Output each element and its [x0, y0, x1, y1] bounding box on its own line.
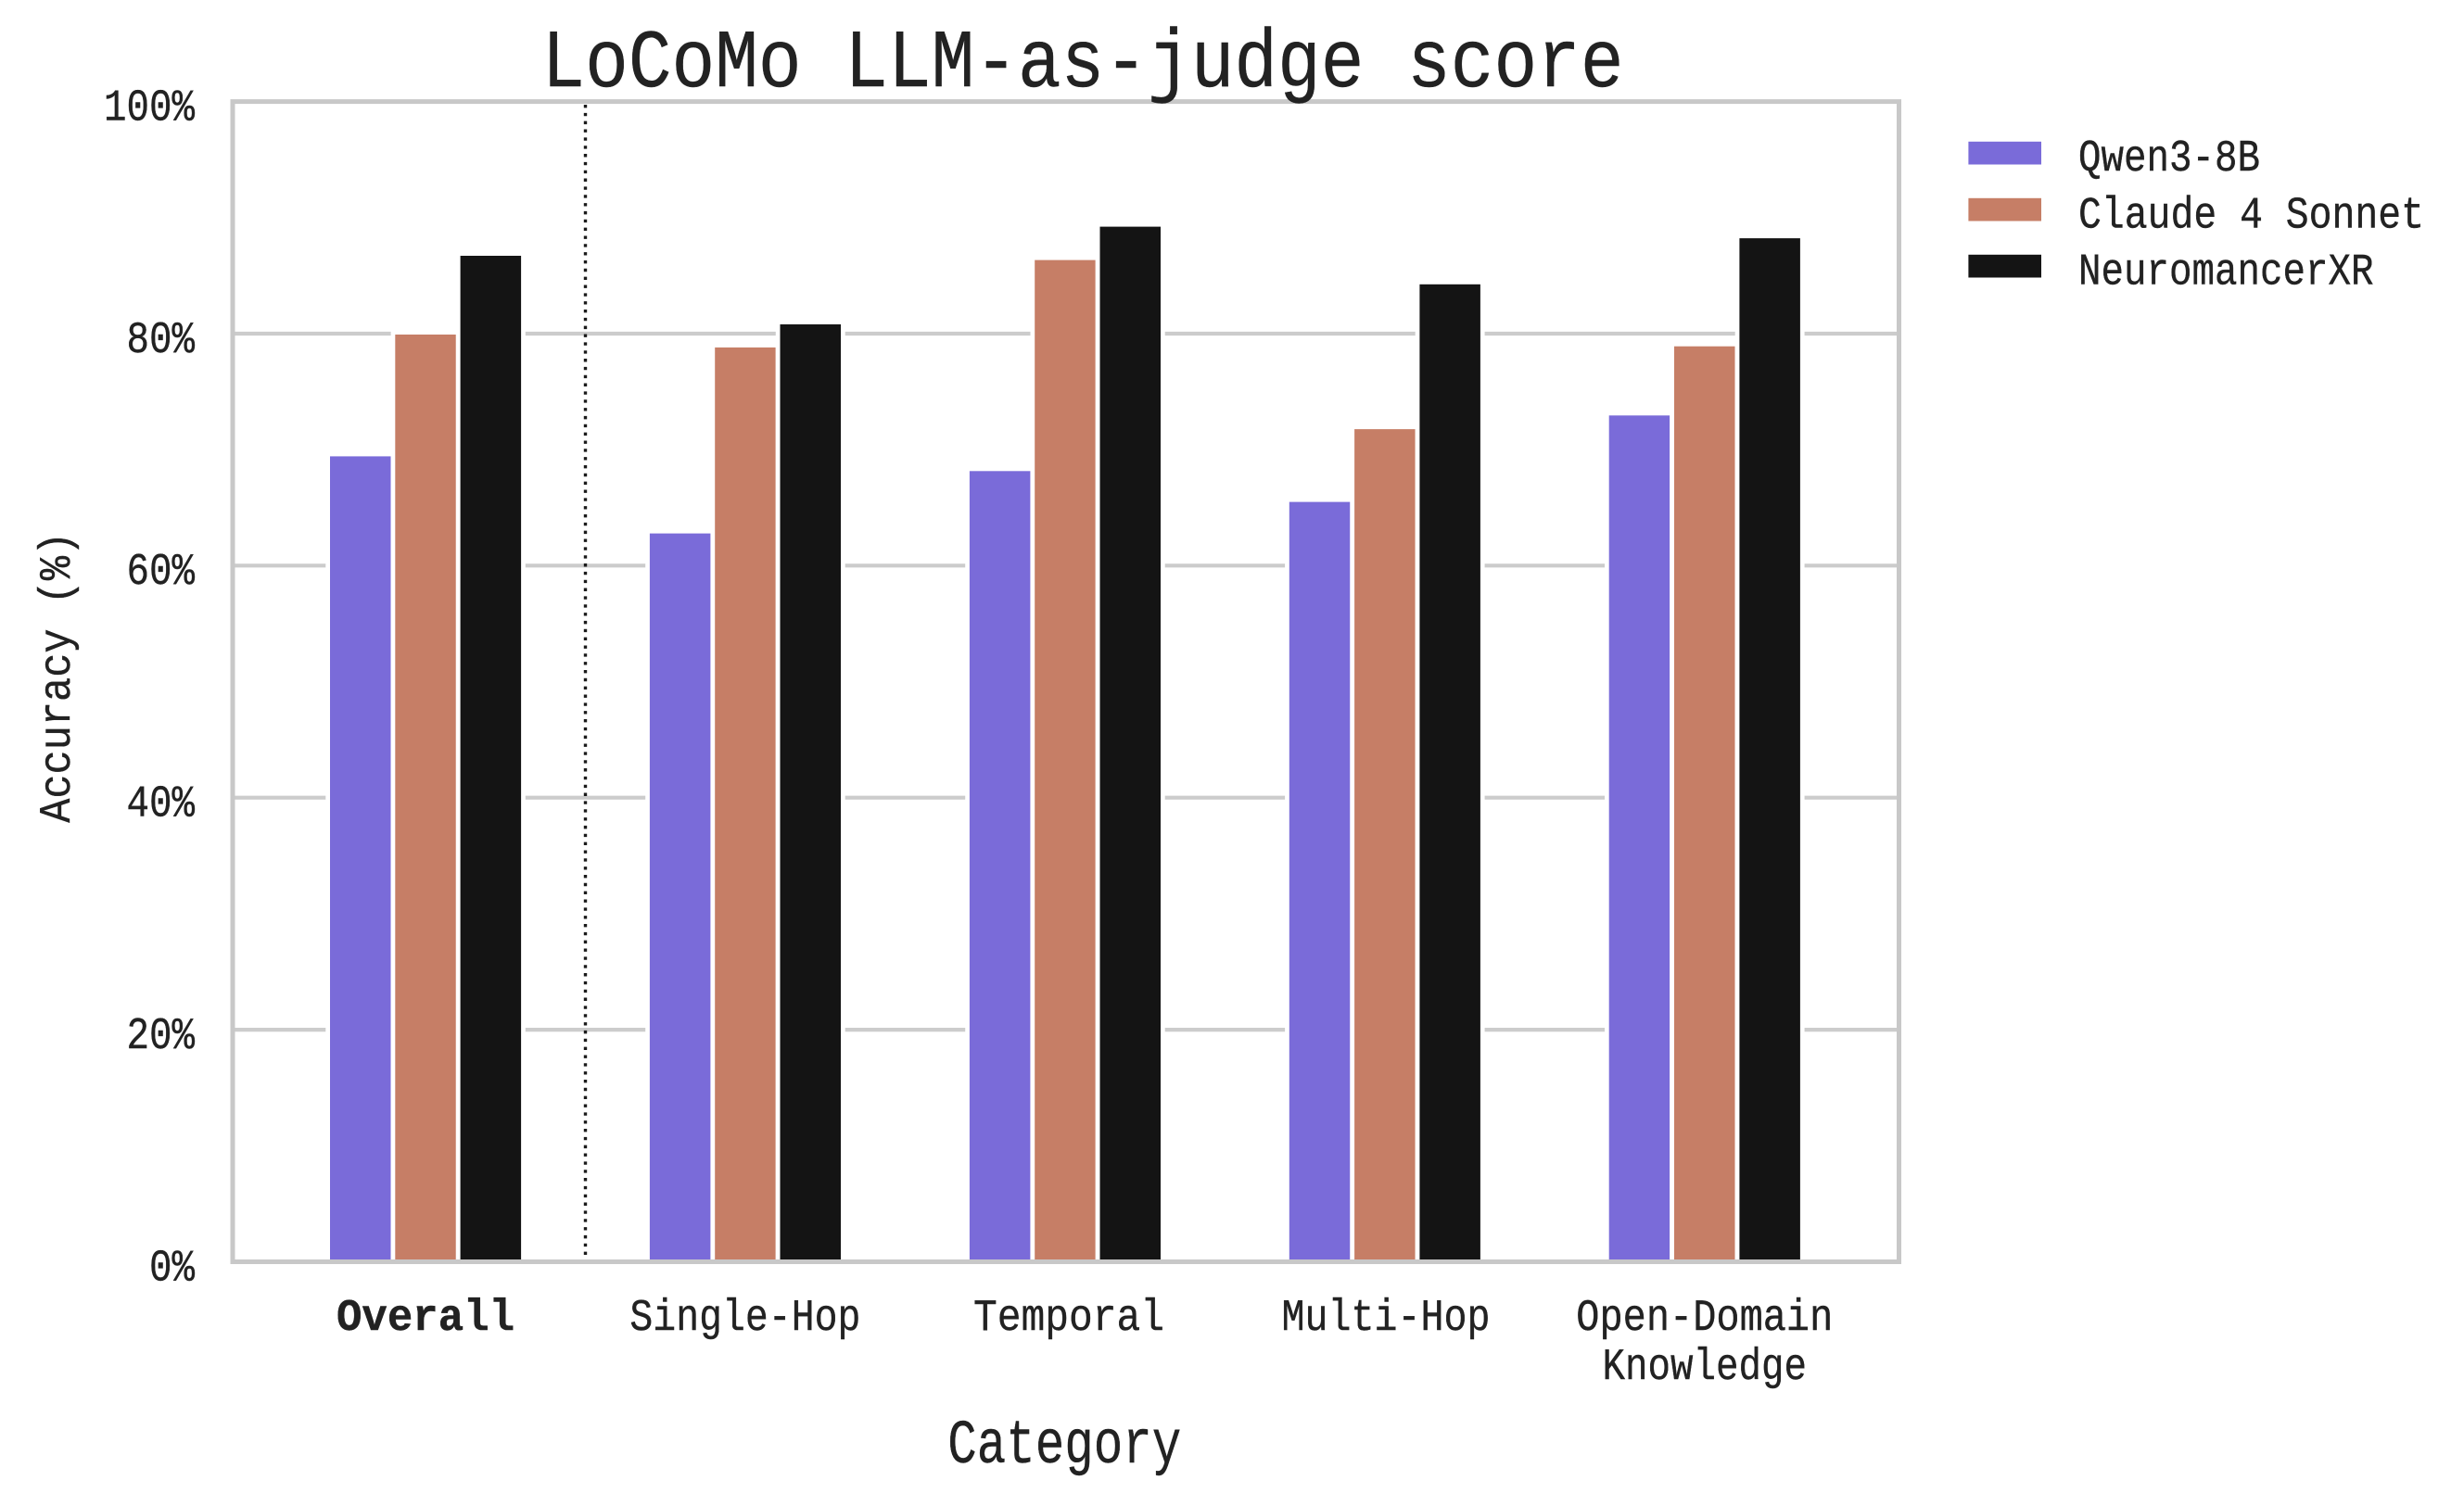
svg-text:Single-Hop: Single-Hop: [629, 1294, 860, 1344]
svg-text:Category: Category: [947, 1411, 1181, 1482]
svg-text:Qwen3-8B: Qwen3-8B: [2078, 134, 2260, 184]
svg-text:Accuracy (%): Accuracy (%): [33, 532, 83, 823]
svg-text:LoCoMo LLM-as-judge score: LoCoMo LLM-as-judge score: [542, 18, 1624, 111]
svg-text:Open-Domain: Open-Domain: [1576, 1294, 1833, 1344]
svg-text:40%: 40%: [127, 780, 196, 830]
svg-text:Multi-Hop: Multi-Hop: [1282, 1294, 1491, 1344]
svg-text:100%: 100%: [104, 83, 195, 133]
svg-text:Knowledge: Knowledge: [1603, 1343, 1808, 1393]
svg-text:Overall: Overall: [337, 1294, 514, 1344]
svg-text:NeuromancerXR: NeuromancerXR: [2078, 248, 2374, 298]
svg-text:20%: 20%: [127, 1012, 196, 1062]
svg-text:Temporal: Temporal: [973, 1294, 1164, 1344]
svg-text:0%: 0%: [149, 1244, 195, 1294]
svg-text:Claude 4 Sonnet: Claude 4 Sonnet: [2078, 192, 2424, 242]
svg-text:60%: 60%: [127, 548, 196, 598]
svg-text:80%: 80%: [127, 316, 196, 366]
